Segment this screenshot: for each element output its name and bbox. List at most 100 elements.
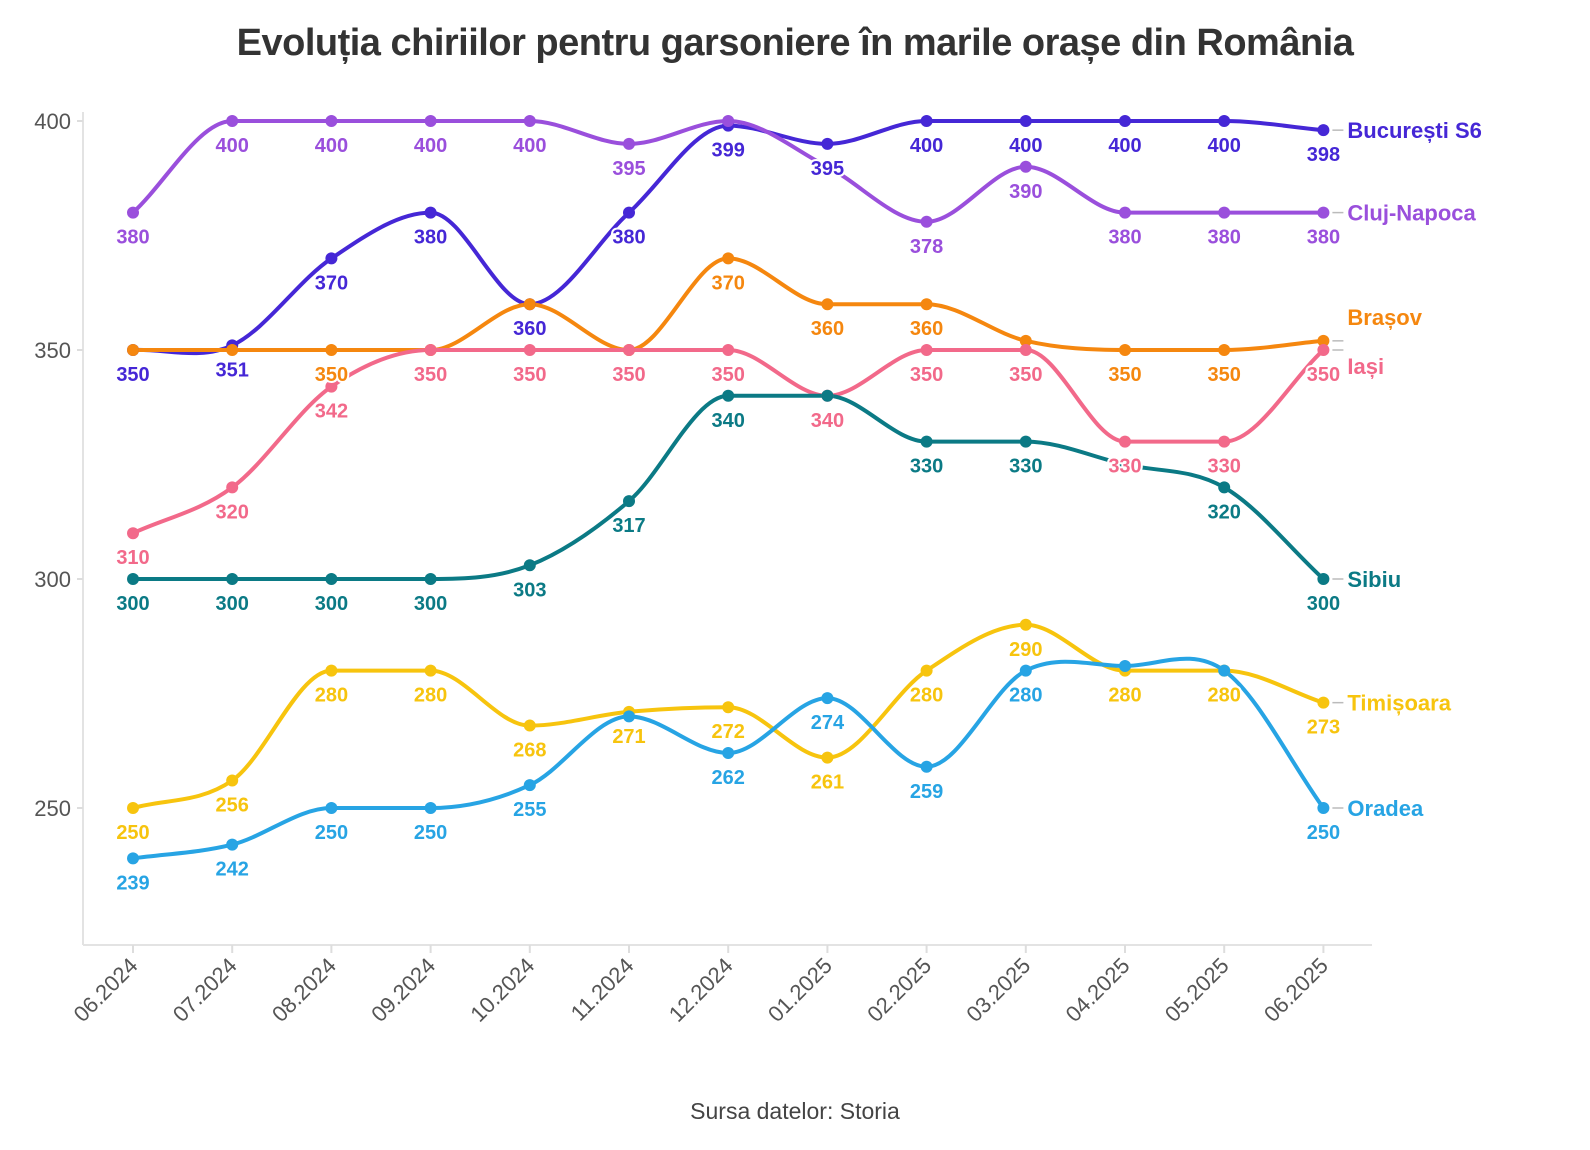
data-label-bucuresti-s6: 398 <box>1307 144 1340 166</box>
data-label-sibiu: 300 <box>116 593 149 615</box>
point-brasov <box>1218 344 1231 356</box>
point-oradea <box>1218 664 1231 677</box>
data-label-sibiu: 330 <box>910 456 943 478</box>
point-cluj-napoca <box>127 206 139 219</box>
data-label-iasi: 350 <box>1009 364 1042 386</box>
point-iasi <box>1218 435 1231 448</box>
point-iasi <box>1317 344 1330 356</box>
data-label-iasi: 350 <box>910 364 943 386</box>
series-name-cluj-napoca: Cluj-Napoca <box>1347 201 1476 226</box>
data-label-brasov: 370 <box>712 272 745 294</box>
data-label-timisoara: 280 <box>414 685 447 707</box>
point-sibiu <box>722 389 735 402</box>
point-sibiu <box>424 573 437 585</box>
point-oradea <box>623 710 635 723</box>
point-oradea <box>127 852 139 865</box>
data-label-iasi: 342 <box>315 401 348 423</box>
point-iasi <box>1119 435 1131 448</box>
data-label-iasi: 350 <box>712 364 745 386</box>
data-label-timisoara: 280 <box>910 685 943 707</box>
point-sibiu <box>1218 481 1231 494</box>
point-sibiu <box>523 559 536 572</box>
point-oradea <box>1019 664 1032 677</box>
data-label-timisoara: 272 <box>712 721 745 743</box>
point-brasov <box>722 252 735 265</box>
data-label-timisoara: 280 <box>315 685 348 707</box>
point-sibiu <box>623 495 635 508</box>
x-tick-label: 12.2024 <box>664 953 738 1027</box>
data-label-brasov: 350 <box>315 364 348 386</box>
y-tick-label: 350 <box>34 338 71 363</box>
point-bucuresti-s6 <box>1119 115 1131 127</box>
data-label-brasov: 350 <box>1208 364 1241 386</box>
data-label-cluj-napoca: 400 <box>315 135 348 157</box>
x-tick-label: 04.2025 <box>1061 953 1135 1027</box>
point-sibiu <box>920 435 933 448</box>
point-oradea <box>722 747 735 760</box>
data-label-sibiu: 330 <box>1009 456 1042 478</box>
chart-title: Evoluția chiriilor pentru garsoniere în … <box>236 22 1354 64</box>
point-sibiu <box>325 573 338 585</box>
data-label-timisoara: 256 <box>216 795 249 817</box>
point-timisoara <box>325 664 338 677</box>
data-label-cluj-napoca: 400 <box>513 135 546 157</box>
point-iasi <box>623 344 635 356</box>
point-cluj-napoca <box>226 115 239 127</box>
chart-source: Sursa datelor: Storia <box>690 1098 900 1124</box>
point-timisoara <box>920 664 933 677</box>
data-label-sibiu: 303 <box>513 579 546 601</box>
data-label-cluj-napoca: 400 <box>414 135 447 157</box>
point-brasov <box>1019 334 1032 347</box>
y-tick-label: 250 <box>34 796 71 821</box>
data-label-cluj-napoca: 380 <box>1307 227 1340 249</box>
data-label-timisoara: 280 <box>1108 685 1141 707</box>
data-label-bucuresti-s6: 400 <box>1208 135 1241 157</box>
point-bucuresti-s6 <box>821 137 834 150</box>
data-label-oradea: 259 <box>910 781 943 803</box>
point-cluj-napoca <box>1317 206 1330 219</box>
point-cluj-napoca <box>325 115 338 127</box>
data-label-bucuresti-s6: 399 <box>712 140 745 162</box>
point-sibiu <box>226 573 239 585</box>
point-timisoara <box>127 802 139 814</box>
point-iasi <box>424 344 437 356</box>
data-label-sibiu: 300 <box>1307 593 1340 615</box>
x-tick-label: 02.2025 <box>862 953 936 1027</box>
data-label-timisoara: 250 <box>116 822 149 844</box>
point-brasov <box>1317 334 1330 347</box>
point-iasi <box>920 344 933 356</box>
data-label-timisoara: 290 <box>1009 639 1042 661</box>
data-label-iasi: 340 <box>811 410 844 432</box>
data-label-iasi: 330 <box>1208 456 1241 478</box>
data-label-oradea: 250 <box>1307 822 1340 844</box>
point-iasi <box>1019 344 1032 356</box>
x-tick-label: 10.2024 <box>465 953 539 1027</box>
series-name-iasi: Iași <box>1347 354 1384 379</box>
data-label-cluj-napoca: 400 <box>216 135 249 157</box>
x-tick-label: 01.2025 <box>763 953 837 1027</box>
point-cluj-napoca <box>920 215 933 228</box>
point-oradea <box>424 802 437 814</box>
point-iasi <box>325 380 338 393</box>
point-timisoara <box>1019 618 1032 631</box>
data-label-bucuresti-s6: 400 <box>910 135 943 157</box>
point-bucuresti-s6 <box>325 252 338 265</box>
point-cluj-napoca <box>722 115 735 127</box>
data-label-timisoara: 261 <box>811 772 844 794</box>
data-label-iasi: 350 <box>513 364 546 386</box>
line-cluj-napoca <box>131 118 1326 224</box>
x-tick-label: 09.2024 <box>366 953 440 1027</box>
data-label-bucuresti-s6: 370 <box>315 272 348 294</box>
data-label-oradea: 262 <box>712 767 745 789</box>
x-tick-label: 11.2024 <box>566 953 639 1026</box>
axes: 250 300 350 400 06.2024 07.2024 08.2024 09.2024… <box>34 109 1372 1027</box>
data-label-brasov: 360 <box>910 318 943 340</box>
data-label-iasi: 320 <box>216 501 249 523</box>
x-tick-label: 06.2024 <box>69 953 143 1027</box>
y-tick-label: 300 <box>34 567 71 592</box>
point-cluj-napoca <box>1119 206 1131 219</box>
point-iasi <box>226 481 239 494</box>
point-timisoara <box>424 664 437 677</box>
data-label-cluj-napoca: 395 <box>612 158 645 180</box>
